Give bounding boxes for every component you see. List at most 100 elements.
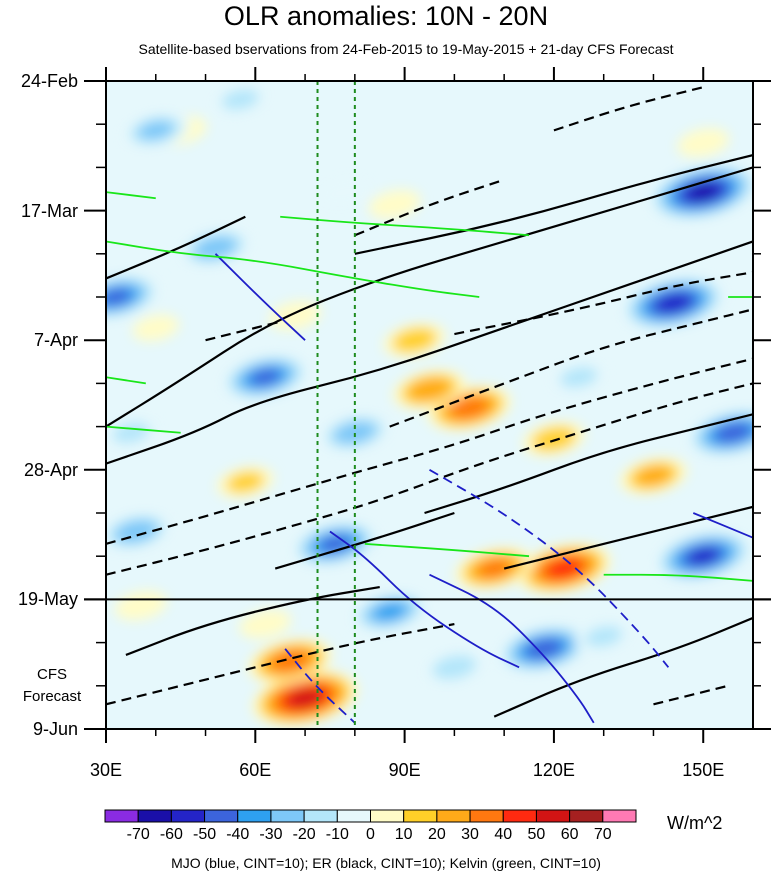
anomaly-blob <box>689 184 718 200</box>
er-contour-negative <box>354 178 505 237</box>
anomaly-blob <box>115 591 167 621</box>
er-contour-negative <box>553 86 704 132</box>
colorbar-swatch <box>104 809 139 823</box>
anomaly-blob <box>115 520 157 543</box>
er-contour-negative <box>389 308 753 428</box>
colorbar-swatch <box>569 809 604 823</box>
colorbar-label: -30 <box>259 826 282 843</box>
anomaly-blob <box>106 289 131 305</box>
kelvin-contour-positive <box>364 542 530 558</box>
anomaly-blob <box>138 121 173 140</box>
er-contour-negative <box>205 320 281 342</box>
reference-lines <box>84 81 771 729</box>
anomaly-blob <box>450 397 489 419</box>
mjo-contour-negative <box>284 648 356 724</box>
er-contour-negative <box>653 684 729 706</box>
colorbar-swatch <box>403 809 438 823</box>
y-tick-label: 17-Mar <box>20 200 78 221</box>
colorbar-swatch <box>502 809 537 823</box>
colorbar-swatch <box>170 809 206 823</box>
anomaly-blob <box>392 327 437 353</box>
anomaly-blob <box>287 688 323 708</box>
anomaly-blob <box>195 236 236 259</box>
colorbar-swatch <box>237 809 272 823</box>
colorbar-swatch <box>204 809 239 823</box>
y-tick-label: 9-Jun <box>32 719 78 739</box>
colorbar-swatch <box>336 809 371 823</box>
anomaly-blob <box>239 609 292 639</box>
er-contour-positive <box>106 215 246 280</box>
colorbar-label: 60 <box>561 826 579 843</box>
er-contour-positive <box>106 240 753 465</box>
x-tick-label: 30E <box>89 760 123 780</box>
er-contour-positive <box>274 511 455 570</box>
anomaly-blob <box>655 293 691 313</box>
anomaly-blob <box>677 128 730 158</box>
colorbar-label: 40 <box>494 826 512 843</box>
er-contour-positive <box>424 413 753 515</box>
anomaly-blob <box>432 654 477 680</box>
anomaly-blob <box>409 378 450 401</box>
colorbar-swatch <box>137 809 172 823</box>
anomaly-blob <box>132 314 179 342</box>
colorbar-label: 50 <box>528 826 546 843</box>
kelvin-contour-positive <box>280 215 530 237</box>
er-contour-positive <box>106 166 753 428</box>
colorbar-label: -40 <box>226 826 249 843</box>
mjo-contour-positive <box>429 573 595 724</box>
mjo-contour-negative <box>429 469 670 668</box>
mjo-contour-positive <box>329 530 520 669</box>
chart-title: OLR anomalies: 10N - 20N <box>223 1 549 31</box>
colorbar-swatch <box>602 809 637 823</box>
anomaly-blob <box>584 625 623 648</box>
colorbar-label: -10 <box>326 826 349 843</box>
colorbar: -70 -60 -50 -40 -30 -20 -10 0 10 20 30 40 50 60 70 <box>104 809 637 843</box>
er-contour-negative <box>106 382 753 576</box>
er-contour-negative <box>454 271 753 336</box>
er-contour-negative <box>106 623 455 706</box>
colorbar-label: 70 <box>594 826 612 843</box>
y-tick-label: 19-May <box>17 589 78 610</box>
anomaly-blob <box>714 423 752 443</box>
colorbar-label: 20 <box>428 826 446 843</box>
anomaly-blob <box>319 177 371 207</box>
colorbar-label: 30 <box>461 826 479 843</box>
anomaly-blob <box>688 548 718 564</box>
colorbar-swatch <box>469 809 504 823</box>
y-tick-label: 7-Apr <box>33 330 78 351</box>
x-tick-label: 60E <box>239 760 272 780</box>
x-tick-label: 120E <box>532 760 575 780</box>
anomaly-blobs <box>106 83 753 727</box>
anomaly-blob <box>373 603 406 621</box>
er-contour-positive <box>354 153 753 255</box>
cfs-forecast-label: CFS Forecast <box>22 666 82 705</box>
colorbar-swatch <box>303 809 338 823</box>
anomaly-blob <box>525 639 563 659</box>
colorbar-label: -20 <box>293 826 316 843</box>
anomaly-blob <box>221 88 260 111</box>
colorbar-label: -70 <box>127 826 150 843</box>
colorbar-units: W/m^2 <box>667 813 723 833</box>
x-tick-label: 150E <box>682 760 725 780</box>
colorbar-label: 0 <box>366 826 375 843</box>
colorbar-label: 10 <box>395 826 413 843</box>
plot-axes <box>84 67 771 743</box>
colorbar-swatch <box>270 809 305 823</box>
colorbar-swatch <box>535 809 571 823</box>
colorbar-label: -60 <box>160 826 183 843</box>
anomaly-blob <box>226 471 265 493</box>
colorbar-swatch <box>370 809 405 823</box>
x-tick-label: 90E <box>388 760 421 780</box>
colorbar-swatch <box>436 809 471 823</box>
anomaly-field <box>106 81 753 729</box>
y-tick-label: 28-Apr <box>23 459 78 480</box>
er-contour-positive <box>493 616 753 718</box>
anomaly-blob <box>250 369 281 386</box>
chart-subtitle: Satellite-based bservations from 24-Feb-… <box>138 41 674 57</box>
anomaly-blob <box>478 560 510 578</box>
colorbar-label: -50 <box>193 826 216 843</box>
anomaly-blob <box>636 466 671 486</box>
mjo-contour-positive <box>692 512 753 539</box>
